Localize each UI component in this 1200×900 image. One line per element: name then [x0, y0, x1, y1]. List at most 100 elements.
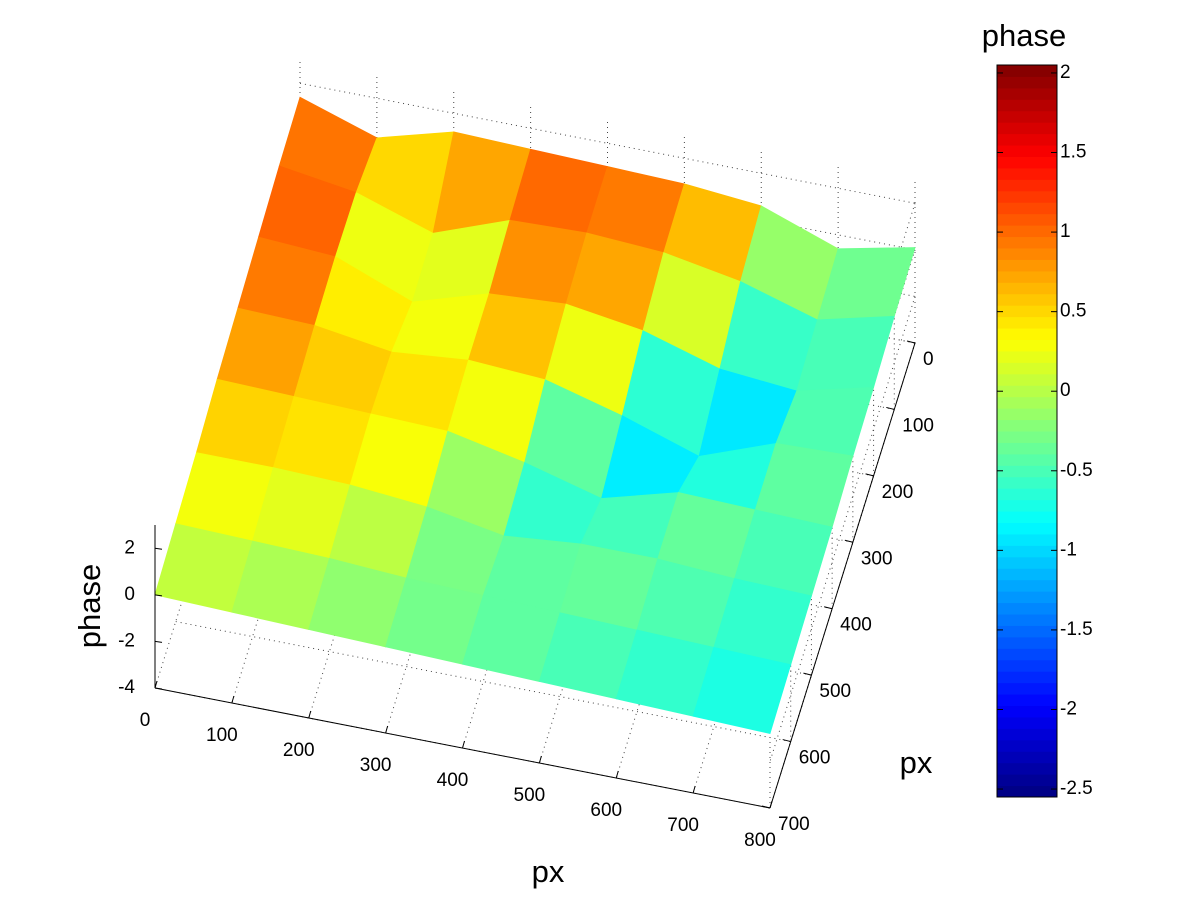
surface-layer [154, 96, 916, 734]
colorbar-segment [997, 202, 1057, 215]
colorbar-segment [997, 545, 1057, 558]
z-tick [154, 547, 163, 550]
y-tick-label: 600 [799, 748, 831, 769]
colorbar-segment [997, 99, 1057, 112]
colorbar-segment [997, 179, 1057, 192]
x-tick-label: 800 [744, 830, 776, 851]
colorbar-segment [997, 190, 1057, 203]
x-grid-floor [385, 267, 532, 734]
colorbar-tick-label: 1.5 [1060, 142, 1086, 163]
colorbar-tick-label: 0.5 [1060, 301, 1086, 322]
x-tick-label: 300 [360, 755, 392, 776]
z-tick-label: -2 [118, 630, 135, 651]
z-axis-title: phase [72, 564, 107, 648]
x-tick [692, 785, 696, 794]
y-axis-title: px [900, 745, 933, 780]
colorbar-segment [997, 350, 1057, 363]
axes-layer: 0100200300400500600700800010020030040050… [118, 340, 934, 851]
z-grid-side [769, 296, 916, 762]
colorbar-segment [997, 465, 1057, 478]
z-tick [154, 687, 163, 690]
colorbar-segment [997, 682, 1057, 695]
y-tick [865, 473, 874, 477]
colorbar-segment [997, 328, 1057, 340]
z-tick [154, 594, 163, 597]
x-grid-floor [231, 237, 378, 704]
y-tick-label: 200 [882, 482, 914, 503]
x-tick-label: 400 [437, 770, 469, 791]
colorbar-segment [997, 282, 1057, 295]
y-tick-label: 0 [923, 349, 934, 370]
colorbar-tick-label: 2 [1060, 62, 1071, 83]
x-tick [308, 710, 312, 719]
colorbar-segment [997, 739, 1057, 752]
y-tick [906, 340, 916, 344]
colorbar-segment [997, 305, 1057, 318]
colorbar-segment [997, 248, 1057, 260]
colorbar-frame [996, 64, 1058, 798]
x-tick [615, 770, 619, 779]
y-axis [769, 342, 916, 809]
y-tick [761, 805, 771, 809]
colorbar-segment [997, 316, 1057, 329]
y-tick-label: 100 [902, 415, 934, 436]
x-tick [462, 740, 465, 749]
colorbar-segment [997, 602, 1057, 615]
colorbar-segment [997, 453, 1057, 466]
colorbar-tick-label: -2 [1060, 698, 1077, 719]
colorbar-segment [997, 728, 1057, 741]
x-tick-label: 700 [667, 815, 699, 836]
colorbar-segment [997, 339, 1057, 352]
z-tick-label: -4 [118, 677, 135, 698]
colorbar-segment [997, 373, 1057, 386]
colorbar-segment [997, 751, 1057, 764]
colorbar-tick-label: -0.5 [1060, 460, 1093, 481]
colorbar-segment [997, 694, 1057, 706]
colorbar-segment [997, 774, 1057, 787]
colorbar-segment [997, 442, 1057, 455]
colorbar-segment [997, 431, 1057, 443]
y-tick [886, 406, 895, 410]
colorbar-segment [997, 579, 1057, 592]
x-axis-title: px [532, 854, 565, 889]
z-tick [154, 640, 163, 643]
y-tick [803, 672, 812, 676]
colorbar-segment [997, 65, 1057, 77]
colorbar-tick-label: -1.5 [1060, 619, 1093, 640]
colorbar-segment [997, 76, 1057, 89]
colorbar-segment [997, 476, 1057, 489]
colorbar-segment [997, 259, 1057, 272]
x-grid-floor [462, 282, 608, 749]
x-grid-floor [308, 252, 455, 719]
colorbar-segment [997, 419, 1057, 432]
x-tick [769, 800, 773, 809]
x-tick-label: 500 [514, 785, 546, 806]
colorbar-segment [997, 122, 1057, 135]
colorbar: -2.5 -2 -1.5 -1 -0.5 0 0.5 1 1.5 2 [996, 62, 1093, 799]
surface-patch [692, 646, 792, 734]
x-tick [385, 725, 389, 734]
colorbar-tick-label: -2.5 [1060, 778, 1093, 799]
colorbar-segment [997, 110, 1057, 123]
colorbar-segment [997, 659, 1057, 672]
colorbar-tick-label: -1 [1060, 539, 1077, 560]
colorbar-segment [997, 556, 1057, 569]
colorbar-segment [997, 625, 1057, 638]
colorbar-segment [997, 522, 1057, 535]
colorbar-segment [997, 408, 1057, 421]
colorbar-segment [997, 236, 1057, 249]
x-tick [154, 680, 158, 689]
z-tick-label: 2 [124, 537, 135, 558]
colorbar-segment [997, 785, 1057, 798]
colorbar-segment [997, 533, 1057, 546]
y-tick [824, 606, 833, 610]
x-tick-label: 600 [590, 800, 622, 821]
colorbar-segment [997, 705, 1057, 718]
colorbar-segment [997, 762, 1057, 775]
x-tick-label: 100 [206, 725, 238, 746]
colorbar-segment [997, 614, 1057, 626]
colorbar-segment [997, 716, 1057, 729]
y-tick [844, 539, 853, 543]
colorbar-segment [997, 636, 1057, 649]
